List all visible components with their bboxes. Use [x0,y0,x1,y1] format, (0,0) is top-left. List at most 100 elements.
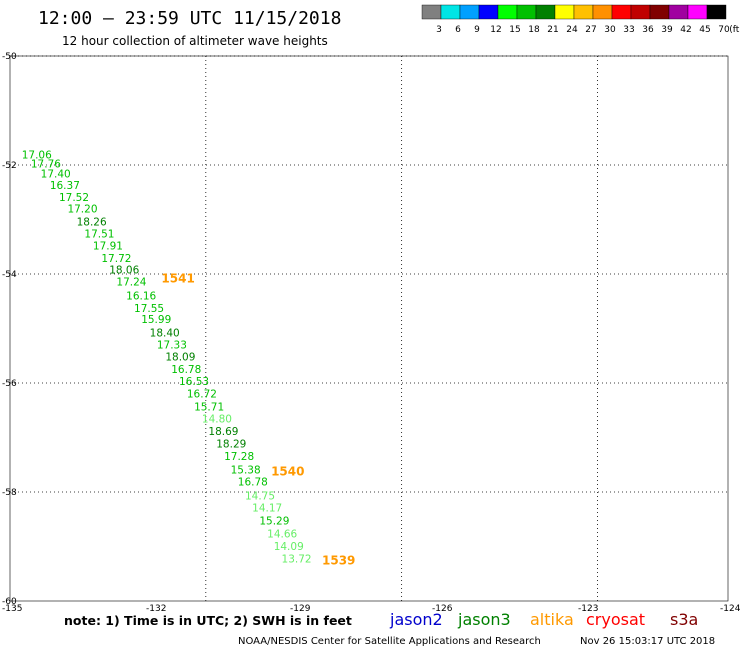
x-tick-label: -135 [2,604,22,614]
wave-height-value: 16.78 [238,477,268,489]
footer-source: NOAA/NESDIS Center for Satellite Applica… [238,636,541,647]
colorbar-swatch [554,4,575,20]
wave-height-value: 15.99 [141,314,171,326]
pass-time-labels: 141014111541141114121540141315391706 [161,271,355,568]
wave-height-value: 18.06 [109,265,139,277]
colorbar-swatch [592,4,613,20]
colorbar-label: 27 [585,25,596,35]
colorbar-swatch [649,4,670,20]
colorbar-label: 12 [490,25,501,35]
x-tick-label: -124 [720,604,740,614]
y-tick-label: -58 [2,488,17,498]
satellite-legend: jason2 jason3 altika cryosat s3a [389,610,698,629]
wave-height-value: 15.38 [231,465,261,477]
legend-altika: altika [530,610,574,629]
colorbar-label: 21 [547,25,558,35]
wave-height-value: 15.71 [194,401,224,413]
wave-height-value: 13.72 [282,553,312,565]
x-tick-label: -123 [578,604,598,614]
colorbar-label: 30 [604,25,616,35]
colorbar-label: 15 [509,25,520,35]
colorbar-label: 24 [566,25,578,35]
plot-frame [9,55,729,602]
wave-height-value: 16.37 [50,180,80,192]
wave-height-value: 17.55 [134,303,164,315]
pass-time-label: 1540 [271,464,304,478]
pass-time-label: 1541 [161,271,194,285]
axis-ticks: -50 -52 -54 -56 -58 -60-135 -132 -129 -126 -123 -1… [2,52,740,614]
footer-timestamp: Nov 26 15:03:17 UTC 2018 [580,636,715,647]
y-tick-label: -56 [2,379,17,389]
y-tick-label: -54 [2,270,17,280]
colorbar-label: 9 [474,25,480,35]
colorbar-swatch [535,4,556,20]
colorbar-swatch [687,4,708,20]
wave-height-value: 16.53 [179,376,209,388]
y-tick-label: -52 [2,161,17,171]
wave-height-value: 14.09 [274,541,304,553]
chart-subtitle: 12 hour collection of altimeter wave hei… [62,34,328,48]
colorbar-swatch [630,4,651,20]
colorbar-swatch [573,4,594,20]
wave-height-value: 17.24 [116,277,146,289]
wave-height-value: 18.69 [208,426,238,438]
colorbar-label: 36 [642,25,654,35]
colorbar-swatch [421,4,442,20]
wave-height-value: 18.26 [77,217,107,229]
colorbar-label: 39 [661,25,673,35]
wave-height-value: 18.40 [150,327,180,339]
colorbar-label: 3 [436,25,442,35]
wave-height-value: 14.66 [267,528,297,540]
wave-height-value: 17.72 [101,253,131,265]
colorbar-swatch [611,4,632,20]
colorbar-label: 70 [718,25,730,35]
wave-height-values: 17.0617.7617.4016.3717.5217.2018.2617.51… [22,150,312,566]
wave-height-value: 15.29 [259,515,289,527]
wave-height-value: 17.06 [22,150,52,162]
colorbar-swatch [497,4,518,20]
x-tick-label: -132 [146,604,166,614]
wave-height-value: 17.76 [31,158,61,170]
note-text: note: 1) Time is in UTC; 2) SWH is in fe… [64,613,352,628]
wave-height-value: 16.16 [126,290,156,302]
wave-height-value: 16.78 [171,364,201,376]
x-tick-label: -126 [432,604,453,614]
chart-title: 12:00 – 23:59 UTC 11/15/2018 [38,8,341,29]
x-tick-label: -129 [290,604,311,614]
wave-height-value: 17.20 [67,204,97,216]
colorbar-swatch [478,4,499,20]
colorbar-label: 42 [680,25,691,35]
wave-height-value: 18.29 [216,438,246,450]
wave-height-value: 14.17 [252,502,282,514]
legend-jason3: jason3 [457,610,511,629]
wave-height-value: 14.75 [245,490,275,502]
colorbar-label: 6 [455,25,461,35]
colorbar-label: 45 [699,25,710,35]
wave-height-value: 17.91 [93,241,123,253]
colorbar-swatch [459,4,480,20]
legend-jason2: jason2 [389,610,443,629]
grid-lines [10,55,728,601]
colorbar-label: (ft) [729,25,740,35]
wave-height-value: 14.80 [202,413,232,425]
wave-height-value: 16.72 [187,388,217,400]
legend-cryosat: cryosat [586,610,645,629]
colorbar-label: 33 [623,25,634,35]
wave-height-value: 17.52 [59,192,89,204]
wave-height-value: 17.28 [224,451,254,463]
wave-height-value: 17.40 [41,169,71,181]
wave-height-value: 17.51 [84,229,114,241]
wave-height-value: 17.33 [157,339,187,351]
colorbar-label: 18 [528,25,540,35]
legend-s3a: s3a [670,610,698,629]
y-tick-label: -50 [2,52,17,62]
wave-height-value: 18.09 [165,351,195,363]
colorbar-swatch [706,4,727,20]
colorbar-swatch [440,4,461,20]
y-tick-label: -60 [2,597,17,607]
pass-time-label: 1539 [322,554,355,568]
colorbar-swatch [516,4,537,20]
colorbar-swatch [668,4,689,20]
